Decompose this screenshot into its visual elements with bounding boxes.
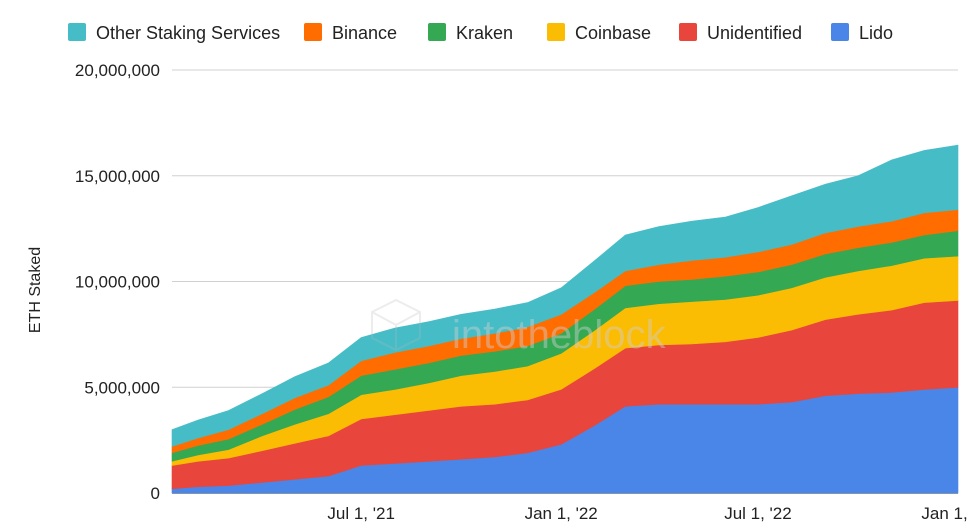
area-other-staking-services (171, 144, 959, 447)
y-axis-title: ETH Staked (27, 247, 44, 333)
legend-swatch-lido (831, 23, 849, 41)
y-axis-ticks: 0 5,000,000 10,000,000 15,000,000 20,000,000 (75, 61, 160, 503)
x-axis-ticks: Jul 1, '21 Jan 1, '22 Jul 1, '22 Jan 1, '23 (327, 504, 972, 523)
legend-label-unidentified: Unidentified (707, 23, 802, 43)
x-tick-label: Jul 1, '21 (327, 504, 395, 523)
legend-swatch-other-staking-services (68, 23, 86, 41)
legend: Other Staking Services Binance Kraken Coinb… (68, 23, 893, 43)
legend-label-lido: Lido (859, 23, 893, 43)
x-tick-label: Jul 1, '22 (724, 504, 792, 523)
legend-label-kraken: Kraken (456, 23, 513, 43)
y-tick-label: 5,000,000 (84, 378, 160, 397)
legend-label-other-staking-services: Other Staking Services (96, 23, 280, 43)
y-tick-label: 10,000,000 (75, 273, 160, 292)
legend-label-coinbase: Coinbase (575, 23, 651, 43)
y-tick-label: 0 (151, 484, 160, 503)
plot-areas (171, 144, 959, 494)
x-tick-label: Jan 1, '22 (525, 504, 598, 523)
legend-swatch-coinbase (547, 23, 565, 41)
watermark-logo-icon (371, 298, 421, 352)
y-tick-label: 15,000,000 (75, 167, 160, 186)
legend-swatch-binance (304, 23, 322, 41)
x-tick-label: Jan 1, '23 (921, 504, 972, 523)
legend-swatch-unidentified (679, 23, 697, 41)
y-tick-label: 20,000,000 (75, 61, 160, 80)
legend-swatch-kraken (428, 23, 446, 41)
watermark-text: intotheblock (452, 313, 666, 357)
legend-label-binance: Binance (332, 23, 397, 43)
